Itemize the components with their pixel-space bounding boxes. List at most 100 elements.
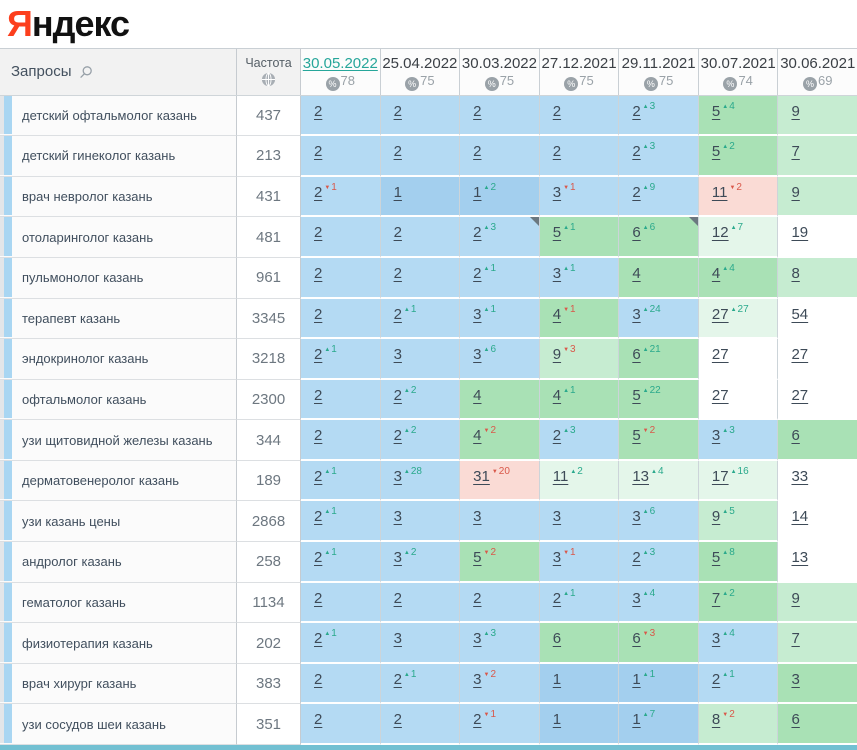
position-value[interactable]: 3 [473, 670, 482, 688]
position-cell[interactable]: 1 [380, 176, 461, 218]
position-cell[interactable]: 1 ▲7 [619, 704, 699, 746]
position-cell[interactable]: 3 [539, 501, 620, 543]
position-value[interactable]: 2 [314, 467, 323, 485]
position-cell[interactable]: 9 [778, 95, 857, 137]
position-value[interactable]: 19 [791, 224, 809, 242]
position-value[interactable]: 6 [791, 711, 800, 729]
position-value[interactable]: 3 [393, 549, 402, 567]
position-cell[interactable]: 8 [778, 257, 857, 299]
position-cell[interactable]: 2 ▲2 [380, 379, 461, 421]
position-cell[interactable]: 3 ▲24 [619, 298, 699, 340]
position-cell[interactable]: 2 ▲2 [380, 420, 461, 461]
position-value[interactable]: 2 [314, 630, 323, 648]
position-cell[interactable]: 6 ▲21 [619, 339, 699, 380]
position-value[interactable]: 6 [632, 224, 641, 242]
position-cell[interactable]: 3 ▼1 [539, 542, 620, 583]
position-value[interactable]: 2 [393, 386, 402, 404]
position-value[interactable]: 3 [473, 305, 482, 323]
query-cell[interactable]: пульмонолог казань [0, 257, 237, 299]
position-cell[interactable]: 3 ▼2 [460, 663, 540, 705]
position-value[interactable]: 4 [552, 386, 562, 404]
position-cell[interactable]: 2 [301, 663, 381, 705]
position-cell[interactable]: 27 [698, 379, 779, 421]
position-value[interactable]: 3 [711, 630, 721, 648]
position-value[interactable]: 27 [711, 346, 729, 364]
query-cell[interactable]: терапевт казань [0, 298, 237, 340]
position-value[interactable]: 27 [791, 386, 809, 404]
position-value[interactable]: 11 [711, 183, 728, 201]
position-value[interactable]: 3 [711, 427, 721, 445]
position-value[interactable]: 9 [552, 346, 562, 364]
position-cell[interactable]: 2 ▲9 [619, 176, 699, 218]
position-value[interactable]: 1 [552, 711, 562, 729]
position-value[interactable]: 5 [552, 224, 562, 242]
position-value[interactable]: 2 [632, 143, 641, 161]
position-cell[interactable]: 9 ▲5 [698, 501, 779, 543]
position-cell[interactable]: 3 [380, 623, 461, 664]
position-value[interactable]: 9 [711, 508, 721, 526]
query-cell[interactable]: эндокринолог казань [0, 339, 237, 380]
table-bottom-scrollbar[interactable] [0, 745, 857, 750]
position-cell[interactable]: 2 ▲3 [539, 420, 620, 461]
position-cell[interactable]: 6 ▲6 [619, 217, 699, 258]
position-value[interactable]: 9 [791, 183, 800, 201]
position-cell[interactable]: 2 ▲1 [301, 623, 381, 664]
position-value[interactable]: 7 [711, 589, 721, 607]
position-value[interactable]: 13 [791, 549, 809, 567]
position-cell[interactable]: 2 [301, 379, 381, 421]
position-cell[interactable]: 3 ▲3 [698, 420, 779, 461]
position-cell[interactable]: 3 ▲28 [380, 460, 461, 502]
position-value[interactable]: 1 [473, 183, 482, 201]
position-cell[interactable]: 5 ▲22 [619, 379, 699, 421]
position-value[interactable]: 2 [314, 589, 323, 607]
position-value[interactable]: 6 [552, 630, 562, 648]
query-cell[interactable]: узи сосудов шеи казань [0, 704, 237, 746]
position-value[interactable]: 3 [552, 264, 562, 282]
query-cell[interactable]: врач невролог казань [0, 176, 237, 218]
position-value[interactable]: 3 [552, 508, 562, 526]
position-value[interactable]: 4 [473, 386, 482, 404]
date-column-header[interactable]: 29.11.2021% 75 [619, 48, 699, 95]
position-value[interactable]: 5 [632, 386, 641, 404]
position-value[interactable]: 2 [314, 549, 323, 567]
query-cell[interactable]: детский офтальмолог казань [0, 95, 237, 137]
position-value[interactable]: 5 [711, 143, 721, 161]
position-cell[interactable]: 17 ▲16 [698, 460, 779, 502]
date-column-header[interactable]: 25.04.2022% 75 [380, 48, 461, 95]
position-value[interactable]: 5 [473, 549, 482, 567]
position-value[interactable]: 2 [393, 670, 402, 688]
position-cell[interactable]: 4 ▼1 [539, 298, 620, 340]
position-cell[interactable]: 3 [778, 663, 857, 705]
position-value[interactable]: 14 [791, 508, 809, 526]
position-value[interactable]: 5 [711, 102, 721, 120]
position-value[interactable]: 5 [711, 549, 721, 567]
position-cell[interactable]: 2 [539, 95, 620, 137]
query-cell[interactable]: отоларинголог казань [0, 217, 237, 258]
position-value[interactable]: 2 [393, 427, 402, 445]
date-column-header[interactable]: 27.12.2021% 75 [539, 48, 620, 95]
position-cell[interactable]: 2 ▲3 [460, 217, 540, 258]
position-value[interactable]: 2 [632, 183, 641, 201]
position-value[interactable]: 3 [393, 630, 402, 648]
position-cell[interactable]: 2 ▲3 [619, 542, 699, 583]
query-cell[interactable]: детский гинеколог казань [0, 136, 237, 177]
position-value[interactable]: 3 [632, 508, 641, 526]
position-cell[interactable]: 2 [301, 420, 381, 461]
position-value[interactable]: 31 [473, 467, 490, 485]
position-cell[interactable]: 2 [460, 95, 540, 137]
position-cell[interactable]: 2 [460, 582, 540, 624]
position-value[interactable]: 2 [314, 143, 323, 161]
position-value[interactable]: 3 [632, 305, 641, 323]
position-cell[interactable]: 5 ▲4 [698, 95, 779, 137]
position-value[interactable]: 54 [791, 305, 809, 323]
position-value[interactable]: 2 [552, 143, 562, 161]
position-cell[interactable]: 33 [778, 460, 857, 502]
position-cell[interactable]: 2 ▼1 [301, 176, 381, 218]
position-value[interactable]: 9 [791, 102, 800, 120]
position-cell[interactable]: 2 [380, 217, 461, 258]
position-value[interactable]: 2 [393, 589, 402, 607]
position-cell[interactable]: 2 [380, 95, 461, 137]
position-value[interactable]: 2 [473, 224, 482, 242]
position-value[interactable]: 27 [711, 305, 729, 323]
position-cell[interactable]: 2 [301, 95, 381, 137]
